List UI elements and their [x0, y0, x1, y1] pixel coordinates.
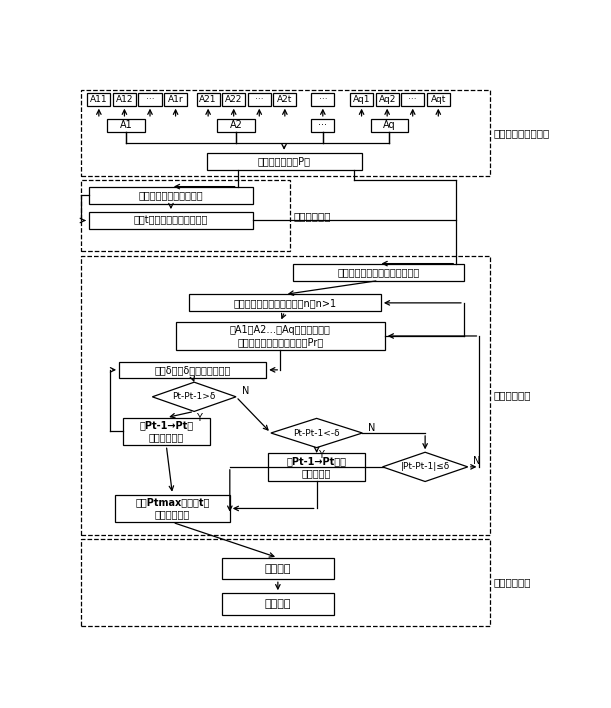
Text: A12: A12 [115, 95, 133, 103]
Text: Aq1: Aq1 [353, 95, 370, 103]
Text: N: N [368, 423, 375, 433]
Text: A21: A21 [199, 95, 217, 103]
FancyBboxPatch shape [207, 153, 362, 170]
FancyBboxPatch shape [197, 93, 220, 105]
FancyBboxPatch shape [119, 362, 266, 377]
FancyBboxPatch shape [164, 93, 187, 105]
Polygon shape [382, 452, 468, 481]
Text: 环境监测及负荷预测系统: 环境监测及负荷预测系统 [139, 190, 203, 200]
Text: A1: A1 [120, 120, 133, 130]
Polygon shape [271, 418, 362, 447]
Text: Pt-Pt-1>δ: Pt-Pt-1>δ [172, 392, 216, 401]
Text: N: N [241, 387, 249, 396]
Text: Aqt: Aqt [431, 95, 446, 103]
Text: ···: ··· [408, 95, 417, 103]
FancyBboxPatch shape [89, 187, 253, 203]
Text: Y: Y [318, 450, 324, 459]
FancyBboxPatch shape [81, 539, 490, 625]
Text: A2: A2 [230, 120, 243, 130]
FancyBboxPatch shape [401, 93, 425, 105]
FancyBboxPatch shape [89, 212, 253, 229]
FancyBboxPatch shape [115, 495, 230, 523]
FancyBboxPatch shape [426, 93, 450, 105]
Text: ···: ··· [255, 95, 263, 103]
FancyBboxPatch shape [218, 119, 255, 132]
Text: 设定参数最大循环调整次数n，n>1: 设定参数最大循环调整次数n，n>1 [233, 298, 337, 308]
Text: 设定δ值，δ为一个小的正值: 设定δ值，δ为一个小的正值 [155, 365, 231, 375]
FancyBboxPatch shape [222, 558, 334, 579]
FancyBboxPatch shape [222, 593, 334, 615]
FancyBboxPatch shape [247, 93, 271, 105]
FancyBboxPatch shape [138, 93, 162, 105]
Text: ···: ··· [318, 95, 327, 103]
FancyBboxPatch shape [311, 93, 334, 105]
Text: Pt-Pt-1<-δ: Pt-Pt-1<-δ [293, 428, 340, 438]
Text: ···: ··· [145, 95, 155, 103]
Text: 确定系统运行实时状态为基准值: 确定系统运行实时状态为基准值 [337, 267, 420, 277]
FancyBboxPatch shape [81, 256, 490, 535]
Text: N: N [474, 457, 481, 467]
FancyBboxPatch shape [87, 93, 111, 105]
FancyBboxPatch shape [81, 181, 290, 251]
FancyBboxPatch shape [268, 453, 365, 481]
Text: 多目标综合分析P值: 多目标综合分析P值 [258, 156, 310, 166]
Text: ···: ··· [318, 120, 327, 130]
Text: 输出指导系统: 输出指导系统 [493, 578, 531, 588]
Text: Aq: Aq [383, 120, 396, 130]
FancyBboxPatch shape [175, 322, 385, 350]
FancyBboxPatch shape [376, 93, 399, 105]
FancyBboxPatch shape [189, 295, 381, 312]
Text: A2t: A2t [277, 95, 293, 103]
FancyBboxPatch shape [371, 119, 408, 132]
Text: 未来t时刻负荷、温度等信息: 未来t时刻负荷、温度等信息 [134, 215, 208, 225]
Text: Y: Y [196, 413, 202, 423]
Text: 按Pt-1→Pt反趋
势调整参数: 按Pt-1→Pt反趋 势调整参数 [287, 456, 346, 478]
Polygon shape [152, 382, 236, 411]
Text: 确定Ptmax，确定t时
刻各系统出力: 确定Ptmax，确定t时 刻各系统出力 [135, 498, 210, 519]
Text: 负荷用户: 负荷用户 [265, 599, 291, 609]
Text: 环境预测系统: 环境预测系统 [293, 211, 331, 221]
FancyBboxPatch shape [293, 263, 464, 280]
FancyBboxPatch shape [113, 93, 136, 105]
Text: A11: A11 [90, 95, 108, 103]
FancyBboxPatch shape [350, 93, 373, 105]
Text: 供能系统: 供能系统 [265, 564, 291, 573]
Text: 多目标综合分析系统: 多目标综合分析系统 [493, 127, 549, 137]
Text: 按A1、A2…、Aq赋值顺序从大
到小，依次调整，依次评估Pr值: 按A1、A2…、Aq赋值顺序从大 到小，依次调整，依次评估Pr值 [230, 325, 331, 347]
Text: A1r: A1r [168, 95, 183, 103]
FancyBboxPatch shape [222, 93, 246, 105]
Text: 按Pt-1→Pt同
趋势调整参数: 按Pt-1→Pt同 趋势调整参数 [139, 421, 193, 442]
Text: Aq2: Aq2 [378, 95, 396, 103]
FancyBboxPatch shape [273, 93, 296, 105]
Text: A22: A22 [225, 95, 243, 103]
FancyBboxPatch shape [311, 119, 334, 132]
Text: |Pt-Pt-1|≤δ: |Pt-Pt-1|≤δ [400, 462, 450, 472]
FancyBboxPatch shape [108, 119, 145, 132]
FancyBboxPatch shape [81, 90, 490, 176]
Text: 优化调整系统: 优化调整系统 [493, 390, 531, 400]
FancyBboxPatch shape [123, 418, 210, 445]
